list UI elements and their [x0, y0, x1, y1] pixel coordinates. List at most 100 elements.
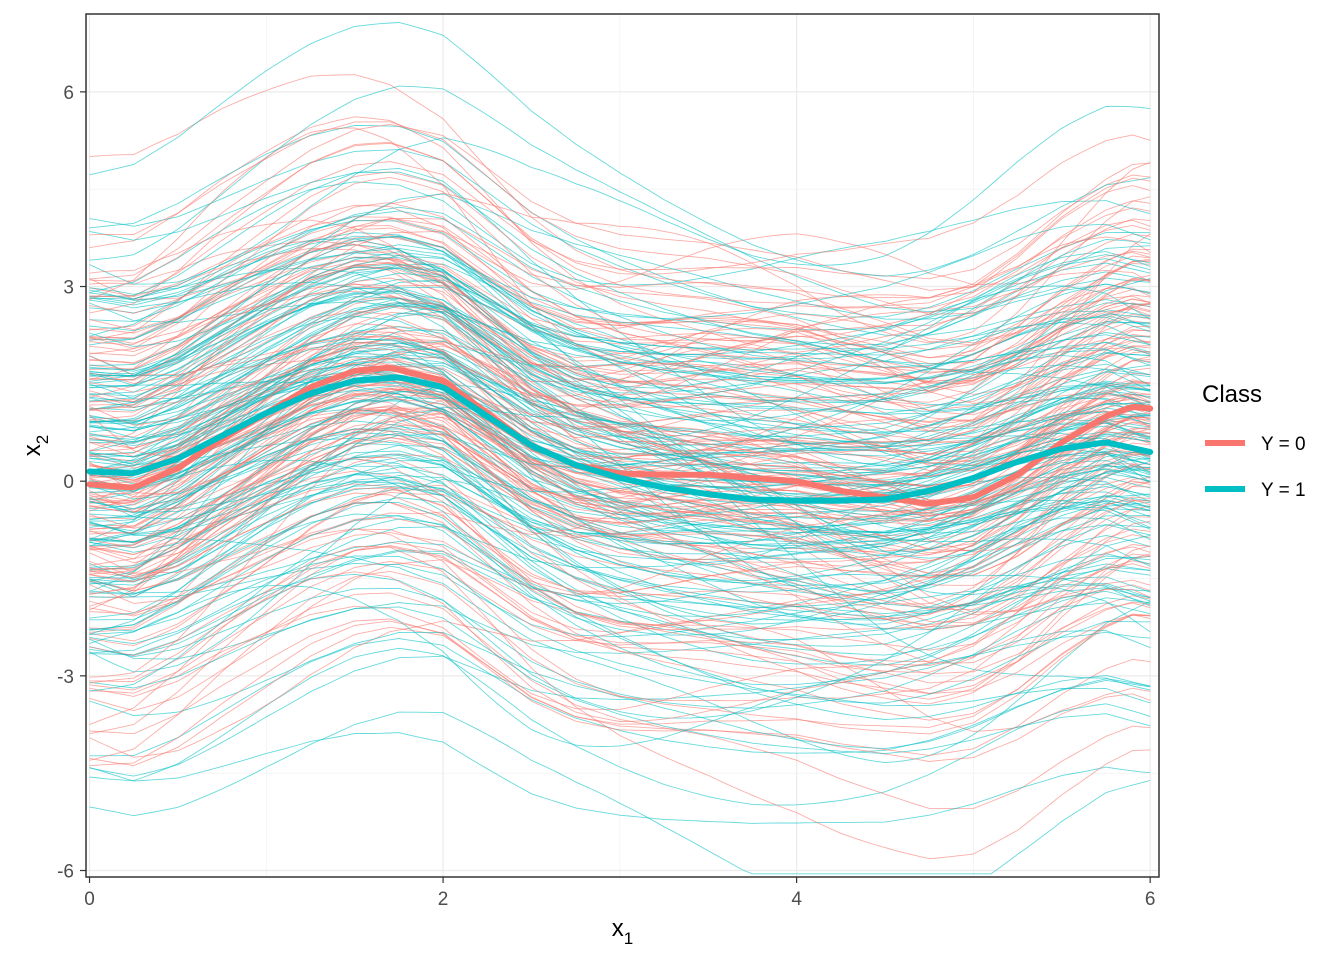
x-tick-label: 4 [791, 889, 802, 910]
sample-curve-y0 [89, 560, 1151, 691]
sample-curve-y0 [89, 584, 1151, 710]
x-axis-title: x1 [612, 915, 633, 948]
sample-curve-y1 [89, 235, 1151, 360]
sample-curve-y0 [89, 256, 1151, 383]
sample-curve-y1 [89, 711, 1151, 875]
sample-curve-y0 [89, 329, 1151, 509]
sample-curve-y1 [89, 286, 1151, 425]
sample-curve-y0 [89, 613, 1151, 767]
sample-curve-y0 [89, 225, 1151, 391]
sample-curve-y1 [89, 459, 1151, 607]
sample-curve-y1 [89, 555, 1151, 707]
sample-curve-y1 [89, 534, 1151, 666]
sample-curve-y0 [89, 335, 1151, 458]
sample-curve-y1 [89, 266, 1151, 402]
y-tick-label: 6 [63, 83, 74, 104]
x-axis-title-sub: 1 [624, 929, 633, 948]
sample-curve-y1 [89, 732, 1151, 824]
sample-curve-y0 [89, 357, 1151, 509]
sample-curve-y0 [89, 218, 1151, 403]
sample-curve-y1 [89, 210, 1151, 360]
sample-curve-y0 [89, 268, 1151, 472]
sample-curve-y1 [89, 374, 1151, 467]
y-tick-label: -3 [57, 667, 74, 688]
sample-curve-y0 [89, 470, 1151, 631]
sample-curve-y0 [89, 498, 1151, 614]
sample-curve-y1 [89, 235, 1151, 553]
sample-curve-y0 [89, 251, 1151, 395]
sample-curve-y1 [89, 518, 1151, 720]
sample-curve-y0 [89, 224, 1151, 397]
sample-curve-y0 [89, 227, 1151, 359]
sample-curve-y1 [89, 362, 1151, 596]
sample-curve-y0 [89, 453, 1151, 631]
x-tick-label: 6 [1145, 889, 1156, 910]
y-axis-title-sub: 2 [33, 435, 52, 444]
sample-curve-y0 [89, 121, 1151, 315]
sample-curve-y1 [89, 638, 1151, 757]
sample-curve-y1 [89, 409, 1151, 598]
sample-curve-y1 [89, 606, 1151, 755]
sample-curve-y0 [89, 219, 1151, 365]
sample-curve-y0 [89, 553, 1151, 761]
sample-curve-y0 [89, 305, 1151, 504]
legend-title: Class [1202, 381, 1262, 408]
sample-curve-y0 [89, 142, 1151, 308]
sample-curve-y1 [89, 22, 1151, 277]
sample-curve-y0 [89, 171, 1151, 359]
sample-curve-y1 [89, 340, 1151, 406]
axis-ticks: 0 2 4 6 -6 -3 0 3 6 [57, 83, 1155, 910]
sample-curve-y0 [89, 399, 1151, 678]
sample-curve-y1 [89, 251, 1151, 439]
sample-curve-y0 [89, 74, 1151, 299]
y-axis-title: x2 [19, 435, 52, 456]
sample-curve-y1 [89, 298, 1151, 501]
sample-curves [89, 22, 1151, 875]
sample-curve-y0 [89, 161, 1151, 344]
sample-curve-y0 [89, 367, 1151, 536]
y-tick-label: 3 [63, 278, 74, 299]
sample-curve-y0 [89, 452, 1151, 574]
sample-curve-y1 [89, 630, 1151, 777]
sample-curve-y1 [89, 396, 1151, 518]
sample-curve-y0 [89, 456, 1151, 626]
sample-curve-y1 [89, 85, 1151, 313]
sample-curve-y1 [89, 380, 1151, 455]
sample-curve-y1 [89, 385, 1151, 549]
sample-curve-y0 [89, 428, 1151, 662]
sample-curve-y0 [89, 391, 1151, 604]
sample-curve-y1 [89, 450, 1151, 586]
sample-curve-y0 [89, 127, 1151, 366]
x-tick-label: 0 [84, 889, 95, 910]
sample-curve-y0 [89, 266, 1151, 389]
sample-curve-y0 [89, 134, 1151, 314]
x-tick-label: 2 [438, 889, 449, 910]
sample-curve-y1 [89, 338, 1151, 486]
sample-curve-y0 [89, 546, 1151, 684]
sample-curve-y0 [89, 409, 1151, 705]
sample-curve-y1 [89, 220, 1151, 319]
mean-curve-y1 [86, 374, 1154, 504]
sample-curve-y1 [89, 432, 1151, 560]
sample-curve-y1 [89, 428, 1151, 647]
sample-curve-y1 [89, 322, 1151, 437]
sample-curve-y1 [89, 412, 1151, 547]
sample-curve-y1 [89, 460, 1151, 619]
sample-curve-y0 [89, 234, 1151, 351]
sample-curve-y1 [89, 171, 1151, 346]
sample-curve-y0 [89, 436, 1151, 570]
sample-curve-y1 [89, 105, 1151, 285]
sample-curve-y1 [89, 337, 1151, 500]
sample-curve-y1 [89, 297, 1151, 433]
sample-curve-y1 [89, 251, 1151, 383]
sample-curve-y0 [89, 305, 1151, 613]
sample-curve-y1 [89, 287, 1151, 429]
sample-curve-y1 [89, 499, 1151, 636]
sample-curve-y0 [89, 331, 1151, 477]
sample-curve-y1 [89, 315, 1151, 458]
sample-curve-y0 [89, 487, 1151, 673]
sample-curve-y1 [89, 524, 1151, 719]
sample-curve-y0 [89, 413, 1151, 560]
y-tick-label: -6 [57, 862, 74, 883]
sample-curve-y0 [89, 219, 1151, 402]
